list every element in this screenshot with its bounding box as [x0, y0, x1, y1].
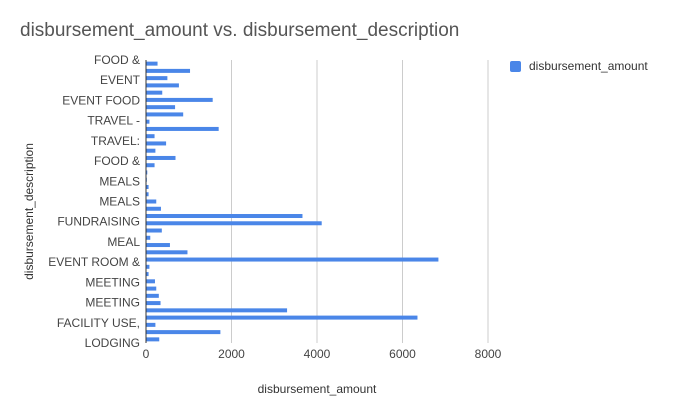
bar	[146, 97, 213, 102]
y-tick-label: EVENT ROOM &	[48, 255, 140, 269]
legend-swatch	[510, 60, 521, 72]
y-tick-label: TRAVEL -	[87, 114, 140, 128]
y-tick-label: MEETING	[85, 275, 140, 289]
bar	[146, 105, 176, 110]
y-tick-label: MEETING	[85, 296, 140, 310]
x-axis-title: disbursement_amount	[258, 382, 377, 396]
bar	[146, 214, 303, 219]
bar	[146, 235, 151, 240]
bar	[146, 192, 149, 197]
bar	[146, 206, 161, 211]
y-tick-label: TRAVEL:	[91, 134, 140, 148]
bar	[146, 279, 155, 284]
bar	[146, 330, 221, 335]
bar	[146, 308, 288, 313]
bar	[146, 301, 161, 306]
bar	[146, 337, 160, 342]
bars	[146, 61, 439, 342]
bar	[146, 155, 176, 160]
bar	[146, 119, 150, 124]
bar	[146, 68, 191, 73]
bar	[146, 293, 159, 298]
bar	[146, 315, 418, 320]
bar	[146, 184, 149, 189]
y-tick-label: EVENT FOOD	[62, 93, 140, 107]
bar	[146, 257, 439, 262]
y-tick-label: EVENT	[100, 73, 141, 87]
x-tick-label: 6000	[389, 347, 416, 361]
bar	[146, 199, 157, 204]
bar	[146, 134, 155, 139]
bar	[146, 221, 322, 226]
y-axis-title: disbursement_description	[22, 143, 36, 280]
legend-label: disbursement_amount	[529, 59, 648, 73]
bar	[146, 90, 163, 95]
bar	[146, 322, 156, 327]
bar	[146, 228, 162, 233]
x-tick-label: 2000	[218, 347, 245, 361]
y-tick-labels: FOOD & EVENT EVENT FOOD TRAVEL - TRAVEL: FOOD…	[48, 53, 140, 350]
y-tick-label: MEALS	[99, 174, 140, 188]
y-tick-label: FACILITY USE,	[57, 316, 140, 330]
y-tick-label: MEALS	[99, 195, 140, 209]
x-tick-label: 0	[143, 347, 150, 361]
bar	[146, 126, 219, 131]
bar	[146, 286, 157, 291]
x-tick-labels: 0 2000 4000 6000 8000	[143, 347, 502, 361]
y-tick-label: FUNDRAISING	[57, 215, 140, 229]
bar	[146, 83, 179, 88]
legend: disbursement_amount	[510, 59, 648, 73]
bar	[146, 141, 167, 146]
bar	[146, 243, 170, 248]
bar	[146, 250, 188, 255]
chart-title: disbursement_amount vs. disbursement_des…	[20, 20, 460, 41]
gridlines	[231, 60, 489, 343]
x-tick-label: 8000	[475, 347, 502, 361]
bar	[146, 170, 148, 175]
bar	[146, 61, 158, 66]
x-tick-label: 4000	[304, 347, 331, 361]
bar	[146, 76, 168, 81]
y-tick-label: FOOD &	[94, 53, 140, 67]
bar	[146, 148, 156, 153]
bar	[146, 272, 149, 277]
bar	[146, 163, 155, 168]
y-tick-label: FOOD &	[94, 154, 140, 168]
bar	[146, 264, 150, 269]
y-tick-label: LODGING	[85, 336, 140, 350]
y-tick-label: MEAL	[107, 235, 140, 249]
bar	[146, 112, 184, 117]
